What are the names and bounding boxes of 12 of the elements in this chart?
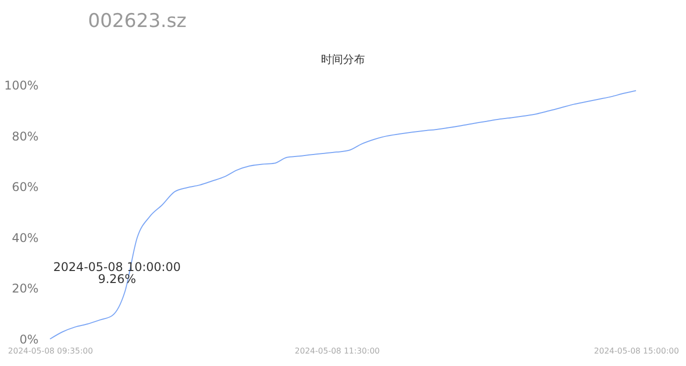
y-tick-label: 0% — [19, 332, 38, 346]
y-tick-label: 60% — [12, 180, 38, 194]
line-series — [50, 90, 636, 340]
y-tick-label: 80% — [12, 129, 38, 144]
chart-subtitle: 时间分布 — [321, 53, 365, 66]
y-tick-label: 20% — [12, 282, 38, 296]
x-tick-label: 2024-05-08 15:00:00 — [594, 346, 679, 356]
y-tick-label: 100% — [4, 78, 38, 92]
y-tick-label: 40% — [12, 230, 38, 245]
x-tick-label: 2024-05-08 11:30:00 — [294, 346, 380, 356]
chart-title: 002623.sz — [88, 10, 186, 32]
x-tick-label: 2024-05-08 09:35:00 — [8, 346, 93, 356]
